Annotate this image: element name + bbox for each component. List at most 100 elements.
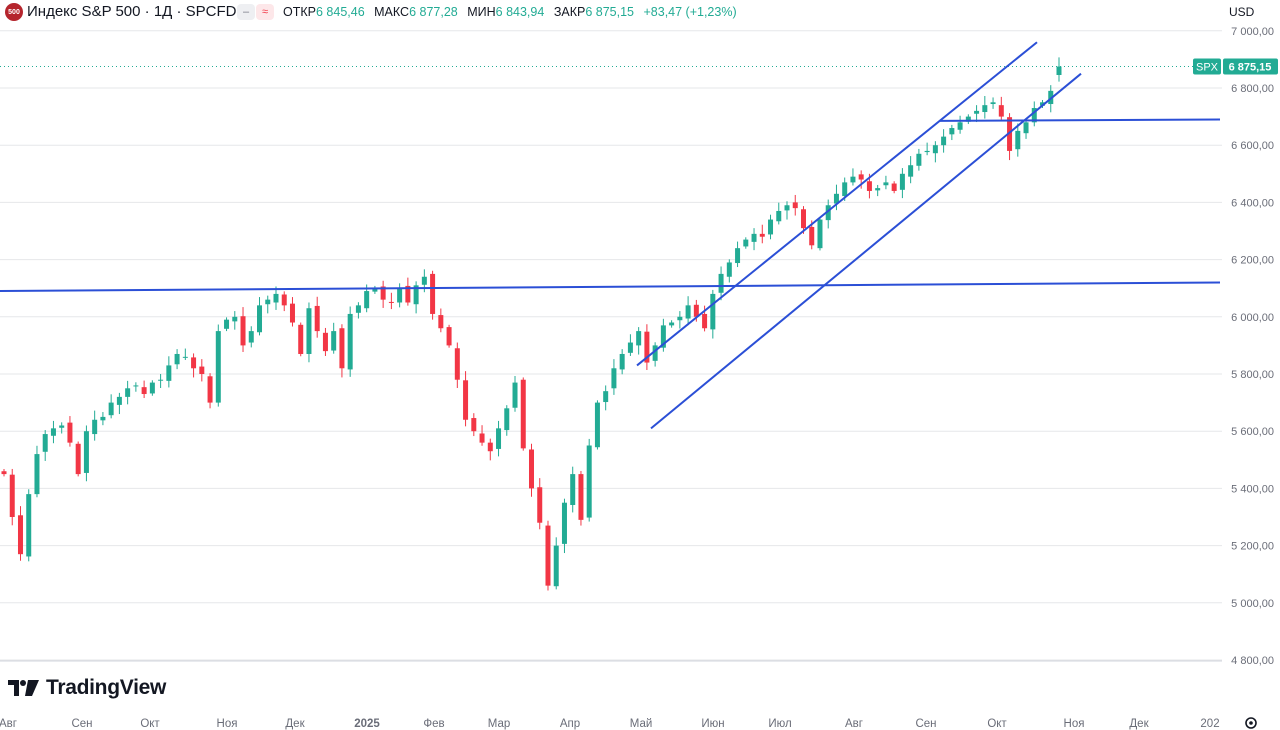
resistance-line-2024[interactable]	[0, 281, 1221, 293]
candle-body	[322, 332, 328, 352]
candle-body	[1031, 108, 1037, 123]
candle-body	[298, 324, 304, 354]
candle-body	[817, 219, 823, 249]
candle-body	[83, 431, 89, 473]
last-price-tag: SPX 6 875,15	[1193, 58, 1278, 75]
candle-body	[553, 545, 559, 587]
candle-body	[924, 150, 930, 153]
high-key: МАКС	[374, 5, 410, 19]
candle-body	[537, 487, 543, 523]
currency-selector[interactable]: USD	[1229, 5, 1255, 19]
x-tick-label: Сен	[71, 718, 92, 730]
candle-body	[372, 288, 378, 292]
grid-lines	[0, 30, 1222, 661]
candle-body	[561, 502, 567, 544]
candle-body	[116, 396, 122, 405]
trend-drawings[interactable]	[0, 41, 1221, 430]
candle-body	[636, 331, 642, 346]
candle-body	[504, 408, 510, 431]
price-chart[interactable]: 7 000,00 6 800,00 6 600,00 6 400,00 6 200,00…	[0, 24, 1280, 730]
candle-body	[916, 153, 922, 166]
candle-body	[949, 128, 955, 135]
x-tick-label: Сен	[915, 718, 936, 730]
price-tag-symbol-bg	[1193, 58, 1221, 75]
minus-icon[interactable]: –	[237, 4, 255, 20]
candle-body	[603, 391, 609, 403]
candle-body	[446, 327, 452, 346]
candle-body	[693, 304, 699, 317]
candle-body	[759, 233, 765, 237]
candle-body	[858, 174, 864, 180]
candle-body	[702, 313, 708, 329]
candle-body	[364, 291, 370, 309]
candle-body	[331, 331, 337, 351]
candle-body	[248, 331, 254, 343]
candle-body	[232, 316, 238, 322]
price-axis[interactable]: 7 000,00 6 800,00 6 600,00 6 400,00 6 200,00…	[1231, 26, 1274, 667]
candle-body	[1015, 130, 1021, 150]
candle-body	[50, 428, 56, 436]
candle-body	[768, 219, 774, 235]
x-tick-label: Апр	[560, 718, 580, 730]
time-axis[interactable]: Авг Сен Окт Ноя Дек 2025 Фев Мар Апр Май Июн Июл Авг…	[0, 718, 1220, 730]
x-tick-label: Авг	[0, 718, 17, 730]
candle-body	[784, 205, 790, 211]
candle-body	[677, 316, 683, 321]
x-tick-label: Авг	[845, 718, 863, 730]
candle-body	[314, 305, 320, 332]
candle-body	[380, 286, 386, 300]
candle-body	[743, 239, 749, 247]
candle-body	[899, 173, 905, 190]
x-tick-label: Окт	[987, 718, 1007, 730]
candle-body	[578, 474, 584, 520]
candle-body	[67, 422, 73, 443]
candle-body	[660, 325, 666, 348]
candle-body	[158, 379, 164, 381]
symbol-title[interactable]: Индекс S&P 500 · 1Д · SPCFD	[27, 3, 237, 20]
symbol-badge[interactable]: 500	[5, 3, 23, 21]
gear-ring	[1245, 717, 1257, 729]
low-key: МИН	[467, 5, 496, 19]
candle-body	[735, 248, 741, 264]
gear-icon[interactable]	[1245, 717, 1257, 729]
candle-body	[883, 182, 889, 186]
candle-body	[273, 293, 279, 303]
price-tag-value-bg	[1223, 58, 1278, 75]
candle-body	[257, 305, 263, 333]
candle-body	[265, 299, 271, 305]
candle-body	[866, 181, 872, 191]
candle-body	[982, 105, 988, 113]
candle-body	[413, 285, 419, 305]
ohlc-legend: ОТКР6 845,46 МАКС6 877,28 МИН6 843,94 ЗА…	[283, 5, 743, 19]
candle-body	[833, 193, 839, 204]
candle-body	[281, 294, 287, 306]
channel-lower-line[interactable]	[650, 72, 1082, 430]
candle-body	[182, 356, 188, 358]
candle-body	[669, 322, 675, 326]
horizontal-line-oct[interactable]	[939, 118, 1221, 122]
candle-body	[776, 210, 782, 222]
tradingview-logo[interactable]: TradingView	[8, 676, 166, 700]
candle-body	[965, 116, 971, 122]
candle-body	[199, 366, 205, 374]
high-value: 6 877,28	[409, 5, 458, 19]
open-key: ОТКР	[283, 5, 316, 19]
candle-body	[751, 233, 757, 242]
candle-body	[932, 145, 938, 154]
x-tick-label: Май	[630, 718, 653, 730]
candles	[1, 57, 1062, 591]
x-tick-label: Окт	[140, 718, 160, 730]
candle-body	[496, 428, 502, 449]
chart-header: 500 Индекс S&P 500 · 1Д · SPCFD – ≈ ОТКР…	[0, 0, 1280, 24]
channel-upper-line[interactable]	[636, 41, 1038, 367]
x-tick-label: Мар	[488, 718, 511, 730]
y-tick-label: 6 200,00	[1231, 255, 1274, 267]
candle-body	[1, 471, 7, 475]
approx-icon[interactable]: ≈	[256, 4, 274, 20]
candle-body	[438, 315, 444, 329]
y-tick-label: 7 000,00	[1231, 26, 1274, 38]
candle-body	[726, 262, 732, 277]
close-key: ЗАКР	[553, 5, 586, 19]
candle-body	[512, 382, 518, 408]
candle-body	[240, 316, 246, 346]
